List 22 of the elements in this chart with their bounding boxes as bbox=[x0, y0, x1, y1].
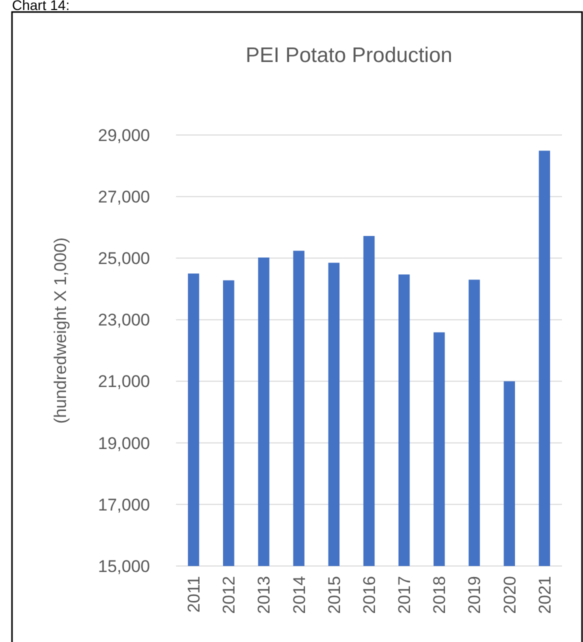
x-tick-label: 2013 bbox=[254, 576, 274, 614]
x-tick-label: 2011 bbox=[184, 576, 204, 613]
x-tick-label: 2016 bbox=[360, 576, 379, 614]
x-tick-label: 2012 bbox=[220, 576, 239, 614]
y-tick-label: 27,000 bbox=[98, 188, 150, 207]
chart-title: PEI Potato Production bbox=[246, 44, 452, 67]
y-tick-label: 17,000 bbox=[98, 495, 150, 514]
x-tick-label: 2018 bbox=[430, 576, 450, 614]
y-tick-label: 21,000 bbox=[98, 372, 150, 392]
y-tick-label: 23,000 bbox=[98, 310, 150, 330]
x-tick-label: 2015 bbox=[324, 576, 344, 614]
y-tick-label: 29,000 bbox=[98, 126, 150, 145]
y-axis-title: (hundredweight X 1,000) bbox=[51, 237, 70, 424]
x-tick-label: 2019 bbox=[465, 576, 484, 614]
y-tick-label: 19,000 bbox=[98, 434, 150, 453]
x-tick-label: 2021 bbox=[535, 576, 554, 614]
x-tick-label: 2017 bbox=[395, 576, 414, 614]
caption: Chart 14: bbox=[12, 0, 70, 13]
x-tick-label: 2020 bbox=[500, 576, 520, 614]
y-tick-label: 25,000 bbox=[98, 249, 150, 268]
y-tick-label: 15,000 bbox=[98, 556, 150, 576]
x-tick-label: 2014 bbox=[290, 576, 309, 614]
